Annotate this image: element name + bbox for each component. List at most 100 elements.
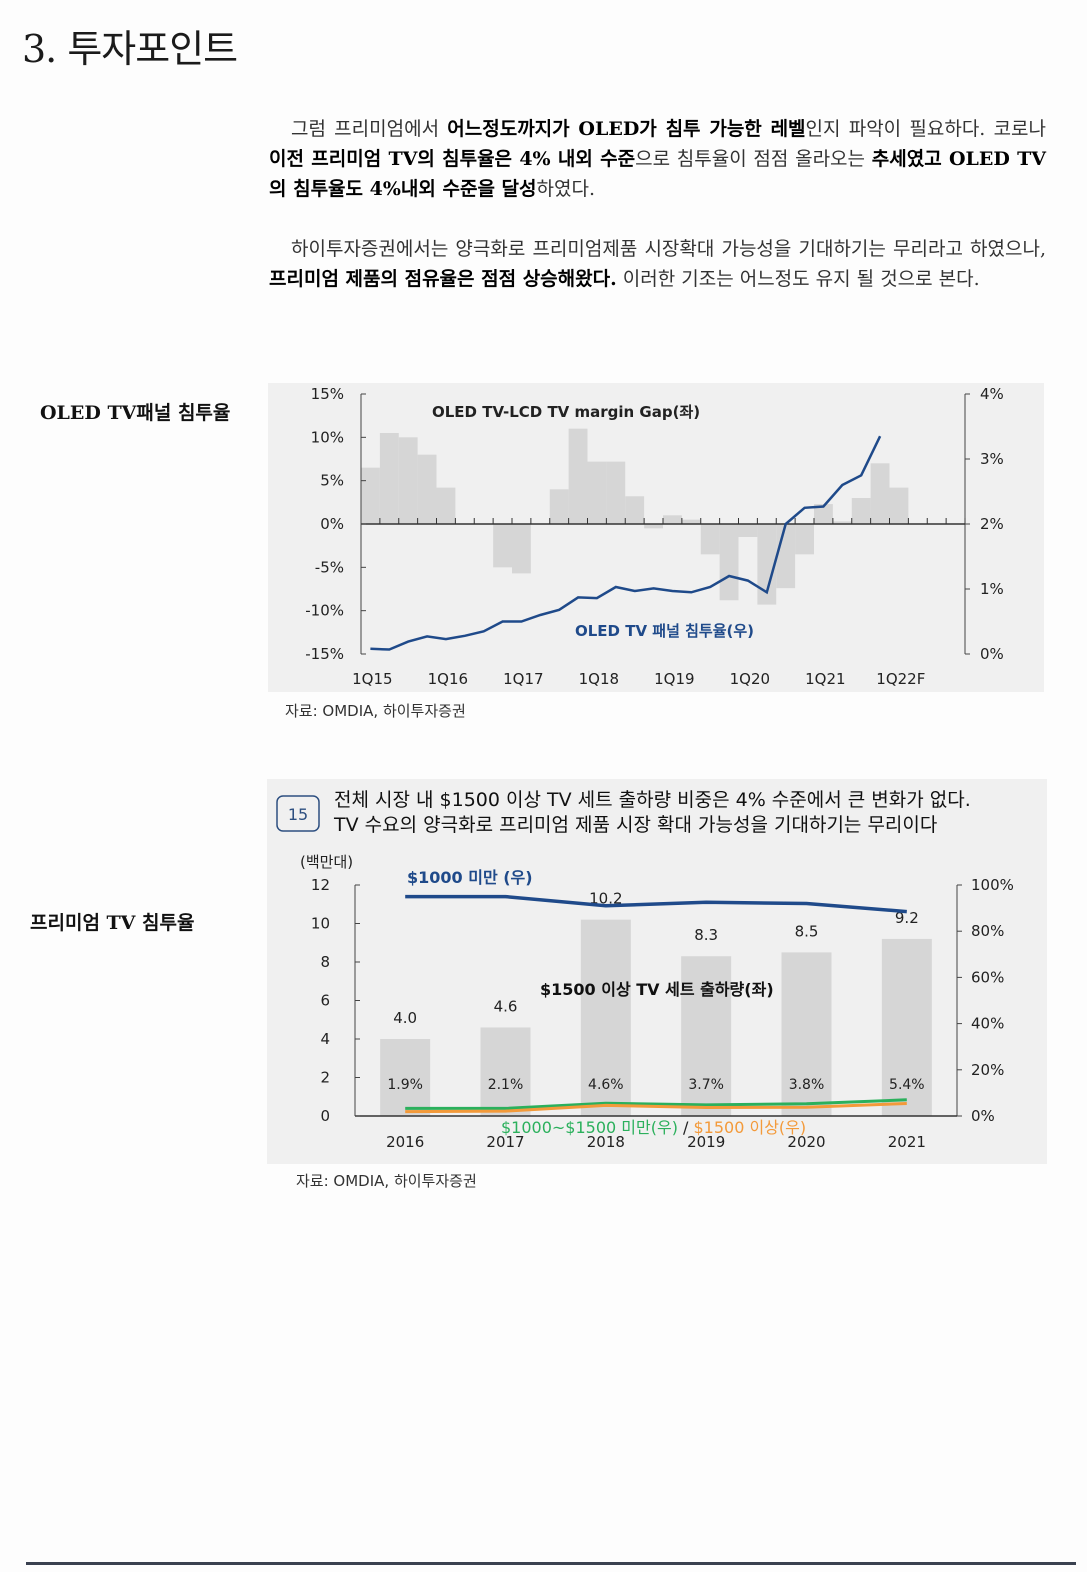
- shipment-bar: [681, 956, 732, 1116]
- side-label-oled: OLED TV패널 침투율: [40, 402, 231, 424]
- margin-gap-bar: [606, 461, 626, 524]
- right-tick-label: 0%: [980, 645, 1004, 663]
- margin-gap-bar: [398, 437, 418, 524]
- margin-gap-bar: [681, 519, 701, 524]
- left-tick-label: 10%: [311, 428, 344, 446]
- oled-penetration-chart-svg: 15% 10% 5% 0% -5% -10% -15% 4% 3% 2% 1% 0% 1Q15 1Q16 1…: [305, 385, 1004, 688]
- margin-gap-bar: [832, 521, 852, 524]
- bar-value-label: 8.5: [795, 922, 819, 940]
- x-category-label: 2019: [687, 1133, 725, 1151]
- chart2-source: 자료: OMDIA, 하이투자증권: [296, 1172, 477, 1190]
- margin-gap-bar: [663, 515, 682, 524]
- shipment-bar: [480, 1027, 531, 1116]
- oled-penetration-chart: 15% 10% 5% 0% -5% -10% -15% 4% 3% 2% 1% 0% 1Q15 1Q16 1…: [268, 383, 1044, 692]
- x-category-label: 2021: [888, 1133, 926, 1151]
- premium-tv-chart-svg: 15 전체 시장 내 $1500 이상 TV 세트 출하량 비중은 4% 수준에서…: [276, 789, 1014, 1151]
- left-tick-label: 2: [320, 1069, 330, 1087]
- figure-badge-number: 15: [288, 805, 308, 824]
- margin-gap-bar: [361, 467, 380, 524]
- right-tick-label: 80%: [971, 922, 1004, 940]
- pct-value-label: 3.8%: [789, 1077, 825, 1093]
- right-tick-label: 20%: [971, 1061, 1004, 1079]
- margin-gap-bar: [493, 524, 512, 568]
- margin-gap-bar: [512, 524, 531, 574]
- legend-over-1500: $1500 이상(우): [694, 1118, 807, 1137]
- left-tick-label: 10: [311, 915, 330, 933]
- margin-gap-bar: [719, 524, 739, 601]
- premium-tv-chart: 15 전체 시장 내 $1500 이상 TV 세트 출하량 비중은 4% 수준에서…: [267, 779, 1047, 1164]
- price-band-line: [405, 1102, 907, 1114]
- paragraph-2: 하이투자증권에서는 양극화로 프리미엄제품 시장확대 가능성을 기대하기는 무리…: [269, 238, 1046, 290]
- price-band-legend: $1000~$1500 미만(우) / $1500 이상(우): [501, 1118, 806, 1137]
- margin-gap-bar: [757, 524, 777, 605]
- margin-gap-bar: [549, 489, 569, 524]
- margin-gap-bar: [776, 524, 796, 589]
- x-tick-label: 1Q22F: [876, 670, 925, 688]
- pct-value-label: 4.6%: [588, 1077, 624, 1093]
- margin-gap-bar: [568, 428, 588, 524]
- footer-rule: [26, 1562, 1076, 1565]
- x-category-label: 2020: [787, 1133, 825, 1151]
- right-tick-label: 1%: [980, 580, 1004, 598]
- left-tick-label: -10%: [305, 602, 344, 620]
- x-category-label: 2016: [386, 1133, 424, 1151]
- price-band-line: [405, 894, 907, 914]
- x-tick-label: 1Q15: [352, 670, 392, 688]
- figure-title-line-1: 전체 시장 내 $1500 이상 TV 세트 출하량 비중은 4% 수준에서 큰…: [334, 789, 971, 811]
- side-label-premium: 프리미엄 TV 침투율: [30, 912, 195, 934]
- margin-gap-bar: [644, 524, 663, 529]
- left-tick-label: 8: [320, 953, 330, 971]
- margin-gap-bar: [814, 504, 833, 524]
- right-tick-label: 4%: [980, 385, 1004, 403]
- left-tick-label: 0%: [320, 515, 344, 533]
- x-tick-label: 1Q19: [654, 670, 694, 688]
- left-tick-label: 0: [320, 1107, 330, 1125]
- bar-series-label: OLED TV-LCD TV margin Gap(좌): [432, 403, 700, 421]
- left-tick-label: 12: [311, 876, 330, 894]
- left-tick-label: 4: [320, 1030, 330, 1048]
- oled-penetration-line: [370, 435, 882, 651]
- chart1-source: 자료: OMDIA, 하이투자증권: [285, 702, 466, 720]
- x-tick-label: 1Q21: [805, 670, 845, 688]
- right-tick-label: 0%: [971, 1107, 995, 1125]
- margin-gap-bar: [889, 487, 909, 524]
- legend-separator: /: [678, 1118, 694, 1137]
- margin-gap-bar: [587, 461, 607, 524]
- under-1000-label: $1000 미만 (우): [407, 868, 533, 887]
- x-tick-label: 1Q18: [579, 670, 619, 688]
- bar-value-label: 4.6: [494, 997, 518, 1015]
- right-tick-label: 3%: [980, 450, 1004, 468]
- pct-value-label: 3.7%: [688, 1077, 724, 1093]
- shipment-bar: [380, 1039, 431, 1116]
- x-category-label: 2017: [486, 1133, 524, 1151]
- bar-value-label: 8.3: [694, 926, 718, 944]
- right-tick-label: 2%: [980, 515, 1004, 533]
- pct-value-label: 1.9%: [387, 1077, 423, 1093]
- x-category-label: 2018: [587, 1133, 625, 1151]
- pct-value-label: 2.1%: [488, 1077, 524, 1093]
- margin-gap-bar: [417, 454, 437, 524]
- right-tick-label: 100%: [971, 876, 1014, 894]
- left-tick-label: 15%: [311, 385, 344, 403]
- price-band-line: [405, 1098, 907, 1110]
- margin-gap-bar: [436, 487, 456, 524]
- margin-gap-bar: [738, 524, 758, 537]
- left-tick-label: -15%: [305, 645, 344, 663]
- right-tick-label: 60%: [971, 968, 1004, 986]
- section-title: 3. 투자포인트: [22, 27, 238, 71]
- figure-title-line-2: TV 수요의 양극화로 프리미엄 제품 시장 확대 가능성을 기대하기는 무리이…: [333, 814, 937, 836]
- margin-gap-bar: [870, 463, 890, 524]
- bar-value-label: 4.0: [393, 1009, 417, 1027]
- margin-gap-bar: [379, 433, 399, 524]
- right-tick-label: 40%: [971, 1015, 1004, 1033]
- pct-value-label: 5.4%: [889, 1077, 925, 1093]
- bar-value-label: 10.2: [589, 890, 622, 908]
- legend-1000-1500: $1000~$1500 미만(우): [501, 1118, 678, 1137]
- margin-gap-bar: [851, 498, 871, 524]
- figure-badge-box: [276, 795, 320, 832]
- shipment-bar: [881, 938, 932, 1116]
- line-series-label: OLED TV 패널 침투율(우): [575, 622, 754, 640]
- margin-gap-bar: [625, 496, 645, 524]
- paragraph-1: 그럼 프리미엄에서 어느정도까지가 OLED가 침투 가능한 레벨인지 파악이 …: [269, 118, 1047, 200]
- shipment-series-label: $1500 이상 TV 세트 출하량(좌): [540, 980, 774, 999]
